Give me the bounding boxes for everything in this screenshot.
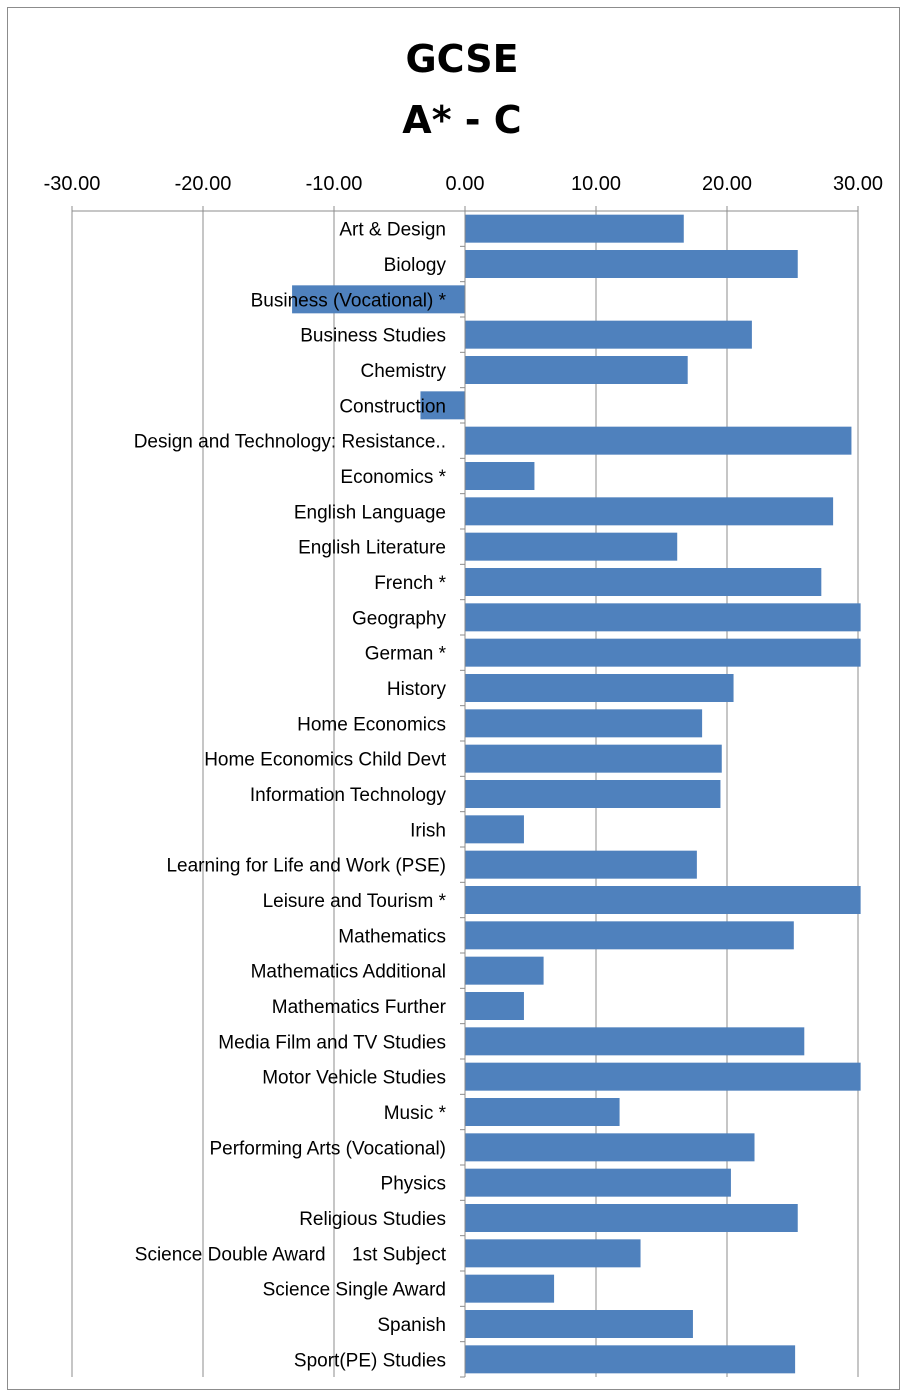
bar bbox=[465, 709, 703, 738]
x-tick-label: 10.00 bbox=[571, 173, 621, 195]
category-label: Physics bbox=[381, 1174, 446, 1195]
category-label: Information Technology bbox=[250, 785, 447, 806]
bar bbox=[292, 285, 465, 314]
bar bbox=[465, 1027, 805, 1056]
bar bbox=[465, 532, 678, 561]
bar bbox=[465, 815, 524, 844]
bar bbox=[465, 1310, 693, 1338]
category-label: History bbox=[387, 679, 447, 700]
bar bbox=[420, 391, 465, 420]
x-tick-label: 20.00 bbox=[702, 173, 752, 195]
category-label: Art & Design bbox=[339, 220, 446, 241]
category-label: Mathematics Additional bbox=[251, 962, 446, 983]
category-label: Music * bbox=[384, 1103, 447, 1124]
bar bbox=[465, 886, 861, 914]
category-label: Home Economics Child Devt bbox=[204, 750, 447, 771]
bar bbox=[465, 1345, 796, 1374]
x-tick-label: 30.00 bbox=[833, 173, 883, 195]
category-label: Performing Arts (Vocational) bbox=[209, 1138, 446, 1159]
category-label: Mathematics Further bbox=[272, 997, 447, 1018]
category-label: Science Single Award bbox=[263, 1280, 446, 1301]
category-label: Spanish bbox=[377, 1315, 446, 1336]
category-label: Media Film and TV Studies bbox=[218, 1032, 446, 1053]
category-label: Geography bbox=[352, 608, 447, 629]
category-label: English Literature bbox=[298, 538, 446, 559]
bar bbox=[465, 1098, 620, 1126]
bar bbox=[465, 638, 861, 667]
category-label: Sport(PE) Studies bbox=[294, 1350, 446, 1371]
category-label: Motor Vehicle Studies bbox=[262, 1068, 446, 1089]
category-label: English Language bbox=[294, 502, 446, 523]
bar bbox=[465, 603, 861, 632]
category-label: Mathematics bbox=[338, 926, 446, 947]
chart-title-line-2: A* - C bbox=[402, 98, 521, 142]
bar bbox=[465, 956, 544, 985]
category-label: Irish bbox=[410, 820, 446, 841]
bar bbox=[465, 921, 794, 950]
x-tick-label: 0.00 bbox=[446, 173, 485, 195]
category-label: German * bbox=[365, 644, 447, 665]
bar bbox=[465, 992, 524, 1020]
bar bbox=[465, 1274, 555, 1303]
bar bbox=[465, 1062, 861, 1091]
x-tick-label: -10.00 bbox=[306, 173, 363, 195]
bar bbox=[465, 674, 734, 702]
bar bbox=[465, 1239, 641, 1268]
category-label: Learning for Life and Work (PSE) bbox=[166, 856, 446, 877]
bar bbox=[465, 426, 852, 455]
category-label: Construction bbox=[339, 396, 446, 417]
x-tick-label: -20.00 bbox=[175, 173, 232, 195]
category-label: Chemistry bbox=[360, 361, 446, 382]
bar bbox=[465, 356, 688, 384]
bar bbox=[465, 850, 697, 879]
bar bbox=[465, 462, 535, 490]
bar bbox=[465, 497, 834, 526]
category-label: Business (Vocational) * bbox=[251, 290, 447, 311]
bar bbox=[465, 1168, 731, 1197]
x-tick-label: -30.00 bbox=[44, 173, 101, 195]
category-label: Science Double Award 1st Subject bbox=[135, 1244, 447, 1265]
chart-title-line-1: GCSE bbox=[405, 37, 518, 81]
bar bbox=[465, 250, 798, 278]
bar bbox=[465, 780, 721, 808]
bar bbox=[465, 1133, 755, 1162]
category-label: Biology bbox=[384, 255, 447, 276]
category-label: Design and Technology: Resistance.. bbox=[134, 432, 446, 453]
bar bbox=[465, 214, 684, 243]
category-label: Religious Studies bbox=[299, 1209, 446, 1230]
category-label: French * bbox=[374, 573, 446, 594]
bar bbox=[465, 320, 752, 349]
category-label: Business Studies bbox=[300, 326, 446, 347]
bar bbox=[465, 1204, 798, 1232]
category-label: Home Economics bbox=[297, 714, 446, 735]
category-label: Economics * bbox=[340, 467, 446, 488]
bar bbox=[465, 568, 822, 596]
bar bbox=[465, 744, 722, 773]
category-label: Leisure and Tourism * bbox=[263, 891, 447, 912]
